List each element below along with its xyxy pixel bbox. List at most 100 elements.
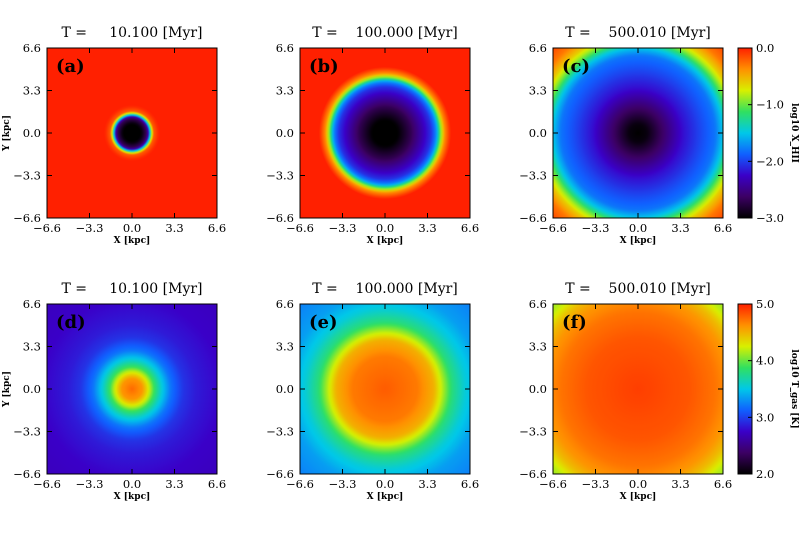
x-tick-label: −3.3 bbox=[582, 477, 610, 491]
y-tick-label: 6.6 bbox=[276, 297, 294, 311]
x-tick-label: −6.6 bbox=[539, 221, 567, 235]
y-tick-label: 3.3 bbox=[23, 340, 41, 354]
x-tick-label: −3.3 bbox=[582, 221, 610, 235]
y-tick-label: 6.6 bbox=[529, 297, 547, 311]
x-axis-label: X [kpc] bbox=[367, 492, 404, 502]
panel-b: −6.6 6.6 −3.3 3.3 0.0 0.0 3.3 −3.3 6.6 −6.6 X [kpc… bbox=[266, 25, 479, 246]
colorbar-tick-label: −3.0 bbox=[756, 211, 784, 225]
y-tick-label: −3.3 bbox=[266, 169, 294, 183]
colorbar-frame bbox=[737, 303, 753, 475]
x-tick-label: 3.3 bbox=[165, 477, 183, 491]
colorbar-label: log10 X_HII bbox=[789, 103, 799, 163]
y-tick-label: 6.6 bbox=[23, 297, 41, 311]
colorbar-2: 5.0 4.0 3.0 2.0 log10 T_gas [K] bbox=[737, 297, 799, 481]
panel-title: T = 500.010 [Myr] bbox=[565, 281, 711, 297]
y-tick-label: 0.0 bbox=[23, 126, 41, 140]
colorbars-layer: 0.0 −1.0 −2.0 −3.0 log10 X_HII 5.0 4.0 3.0 2.0 lo… bbox=[737, 41, 799, 481]
colorbar-gradient bbox=[738, 304, 752, 474]
y-tick-label: 0.0 bbox=[276, 382, 294, 396]
y-tick-label: −6.6 bbox=[266, 467, 294, 481]
panel-f: −6.6 6.6 −3.3 3.3 0.0 0.0 3.3 −3.3 6.6 −6.6 X [kpc… bbox=[519, 281, 732, 502]
colorbar-1: 0.0 −1.0 −2.0 −3.0 log10 X_HII bbox=[737, 41, 799, 225]
x-tick-label: −6.6 bbox=[33, 477, 61, 491]
y-axis-label: Y [kpc] bbox=[2, 115, 12, 152]
x-axis-label: X [kpc] bbox=[114, 492, 151, 502]
y-tick-label: 3.3 bbox=[276, 84, 294, 98]
y-tick-label: −6.6 bbox=[519, 211, 547, 225]
x-axis-label: X [kpc] bbox=[367, 236, 404, 246]
y-tick-label: 0.0 bbox=[529, 382, 547, 396]
x-tick-label: 6.6 bbox=[461, 221, 479, 235]
panel-letter: (f) bbox=[562, 312, 587, 333]
y-tick-label: 0.0 bbox=[276, 126, 294, 140]
y-tick-label: 3.3 bbox=[23, 84, 41, 98]
y-axis-label: Y [kpc] bbox=[2, 371, 12, 408]
x-axis-label: X [kpc] bbox=[620, 492, 657, 502]
x-tick-label: 6.6 bbox=[208, 221, 226, 235]
panel-e: −6.6 6.6 −3.3 3.3 0.0 0.0 3.3 −3.3 6.6 −6.6 X [kpc… bbox=[266, 281, 479, 502]
x-tick-label: −6.6 bbox=[286, 221, 314, 235]
y-tick-label: −3.3 bbox=[13, 425, 41, 439]
x-tick-label: 0.0 bbox=[123, 221, 141, 235]
heatmap-image bbox=[47, 304, 217, 474]
heatmap-image bbox=[47, 48, 217, 218]
y-tick-label: −6.6 bbox=[13, 467, 41, 481]
x-tick-label: −3.3 bbox=[329, 221, 357, 235]
x-tick-label: 6.6 bbox=[208, 477, 226, 491]
panel-letter: (b) bbox=[309, 56, 339, 77]
y-tick-label: 3.3 bbox=[529, 340, 547, 354]
colorbar-tick-label: −1.0 bbox=[756, 98, 784, 112]
y-tick-label: 0.0 bbox=[529, 126, 547, 140]
x-tick-label: −6.6 bbox=[33, 221, 61, 235]
x-tick-label: 6.6 bbox=[714, 221, 732, 235]
panel-letter: (e) bbox=[309, 312, 338, 333]
panel-letter: (c) bbox=[562, 56, 590, 77]
y-tick-label: 3.3 bbox=[276, 340, 294, 354]
panel-title: T = 100.000 [Myr] bbox=[312, 25, 458, 41]
colorbar-tick-label: 2.0 bbox=[756, 467, 774, 481]
x-tick-label: −3.3 bbox=[329, 477, 357, 491]
x-tick-label: 0.0 bbox=[123, 477, 141, 491]
x-tick-label: −6.6 bbox=[539, 477, 567, 491]
y-tick-label: −6.6 bbox=[13, 211, 41, 225]
heatmap-image bbox=[300, 304, 470, 474]
x-axis-label: X [kpc] bbox=[114, 236, 151, 246]
colorbar-tick-label: −2.0 bbox=[756, 154, 784, 168]
heatmap-image bbox=[300, 48, 470, 218]
heatmap-image bbox=[553, 48, 723, 218]
x-axis-label: X [kpc] bbox=[620, 236, 657, 246]
panel-title: T = 100.000 [Myr] bbox=[312, 281, 458, 297]
x-tick-label: 3.3 bbox=[418, 477, 436, 491]
colorbar-label: log10 T_gas [K] bbox=[789, 349, 799, 428]
panel-title: T = 10.100 [Myr] bbox=[61, 25, 202, 41]
colorbar-tick-label: 3.0 bbox=[756, 410, 774, 424]
x-tick-label: −3.3 bbox=[76, 221, 104, 235]
panel-c: −6.6 6.6 −3.3 3.3 0.0 0.0 3.3 −3.3 6.6 −6.6 X [kpc… bbox=[519, 25, 732, 246]
panels-layer: −6.6 6.6 −3.3 3.3 0.0 0.0 3.3 −3.3 6.6 −6.6 X [kpc… bbox=[2, 25, 732, 502]
colorbar-tick-label: 4.0 bbox=[756, 354, 774, 368]
panel-title: T = 10.100 [Myr] bbox=[61, 281, 202, 297]
y-tick-label: −6.6 bbox=[519, 467, 547, 481]
y-tick-label: −3.3 bbox=[266, 425, 294, 439]
y-tick-label: −6.6 bbox=[266, 211, 294, 225]
x-tick-label: 6.6 bbox=[714, 477, 732, 491]
y-tick-label: 0.0 bbox=[23, 382, 41, 396]
y-tick-label: −3.3 bbox=[519, 425, 547, 439]
x-tick-label: 0.0 bbox=[376, 477, 394, 491]
y-tick-label: −3.3 bbox=[519, 169, 547, 183]
x-tick-label: 0.0 bbox=[629, 221, 647, 235]
y-tick-label: 6.6 bbox=[276, 41, 294, 55]
x-tick-label: 3.3 bbox=[418, 221, 436, 235]
x-tick-label: 6.6 bbox=[461, 477, 479, 491]
panel-title: T = 500.010 [Myr] bbox=[565, 25, 711, 41]
x-tick-label: 3.3 bbox=[671, 477, 689, 491]
x-tick-label: 0.0 bbox=[376, 221, 394, 235]
heatmap-image bbox=[553, 304, 723, 474]
colorbar-gradient bbox=[738, 48, 752, 218]
x-tick-label: −3.3 bbox=[76, 477, 104, 491]
x-tick-label: −6.6 bbox=[286, 477, 314, 491]
colorbar-tick-label: 0.0 bbox=[756, 41, 774, 55]
x-tick-label: 3.3 bbox=[671, 221, 689, 235]
x-tick-label: 0.0 bbox=[629, 477, 647, 491]
